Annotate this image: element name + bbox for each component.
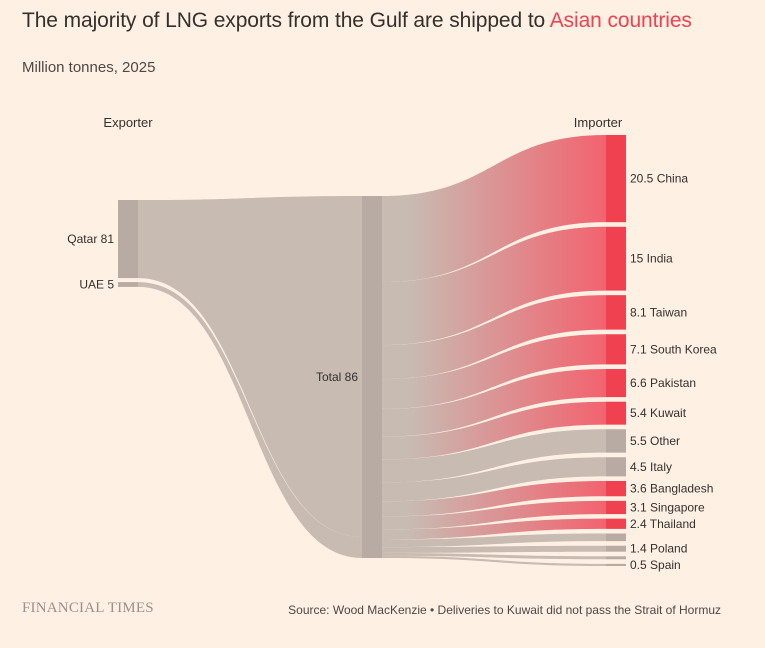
node-thailand xyxy=(606,518,626,529)
node-kuwait xyxy=(606,401,626,425)
flow-total-to-thailand xyxy=(382,518,606,540)
node-total xyxy=(362,196,382,558)
title-highlight: Asian countries xyxy=(549,9,692,32)
flow-total-to-unlabelled xyxy=(382,533,606,548)
importer-label: 3.6 Bangladesh xyxy=(630,482,713,496)
importer-label: 2.4 Thailand xyxy=(630,517,696,531)
importer-label: 5.5 Other xyxy=(630,434,680,448)
importer-label: 3.1 Singapore xyxy=(630,500,705,514)
node-pakistan xyxy=(606,369,626,398)
source-note: Source: Wood MacKenzie • Deliveries to K… xyxy=(288,603,721,617)
nodes xyxy=(118,135,626,566)
importer-label: 1.4 Poland xyxy=(630,542,687,556)
node-unlabelled xyxy=(606,533,626,542)
node-italy xyxy=(606,457,626,477)
importer-label: 7.1 South Korea xyxy=(630,342,717,356)
flow-total-to-bangladesh xyxy=(382,480,606,517)
node-india xyxy=(606,226,626,291)
importer-label: 15 India xyxy=(630,252,673,266)
flow-total-to-china xyxy=(382,135,606,283)
chart-subtitle: Million tonnes, 2025 xyxy=(22,59,156,76)
importer-label: 0.5 Spain xyxy=(630,558,681,572)
exporter-label: UAE 5 xyxy=(79,278,114,292)
chart-title: The majority of LNG exports from the Gul… xyxy=(22,9,692,33)
importer-header: Importer xyxy=(574,115,623,130)
importer-label: 6.6 Pakistan xyxy=(630,376,696,390)
flow-total-to-south-korea xyxy=(382,334,606,409)
flow-uae-to-total xyxy=(138,282,362,558)
labels: Exporter Importer Qatar 81 UAE 5 Total 86 2… xyxy=(67,115,717,572)
ft-logo: FINANCIAL TIMES xyxy=(22,600,154,616)
node-south-korea xyxy=(606,334,626,365)
flow-total-to-india xyxy=(382,226,606,346)
importer-label: 20.5 China xyxy=(630,172,688,186)
flows xyxy=(138,135,606,566)
flow-total-to-spain xyxy=(382,555,606,566)
flow-total-to-other xyxy=(382,429,606,483)
node-other xyxy=(606,429,626,453)
exporter-header: Exporter xyxy=(103,115,153,130)
node-singapore xyxy=(606,500,626,515)
node-bangladesh xyxy=(606,480,626,497)
flow-total-to-pakistan xyxy=(382,369,606,437)
node-poland xyxy=(606,545,626,552)
exporter-label: Qatar 81 xyxy=(67,232,114,246)
node-uae xyxy=(118,282,138,287)
importer-label: 5.4 Kuwait xyxy=(630,406,687,420)
flow-total-to-poland xyxy=(382,545,606,553)
node-spain xyxy=(606,563,626,566)
flow-total-to-taiwan xyxy=(382,295,606,380)
flow-qatar-to-total xyxy=(138,196,362,537)
flow-total-to-italy xyxy=(382,457,606,502)
node-unlabelled xyxy=(606,556,626,560)
node-qatar xyxy=(118,200,138,279)
importer-label: 8.1 Taiwan xyxy=(630,305,687,319)
total-label: Total 86 xyxy=(316,370,358,384)
flow-total-to-singapore xyxy=(382,500,606,530)
node-taiwan xyxy=(606,295,626,330)
node-china xyxy=(606,135,626,223)
importer-label: 4.5 Italy xyxy=(630,460,672,474)
flow-total-to-unlabelled xyxy=(382,552,606,560)
flow-total-to-kuwait xyxy=(382,401,606,460)
title-prefix: The majority of LNG exports from the Gul… xyxy=(22,9,550,32)
